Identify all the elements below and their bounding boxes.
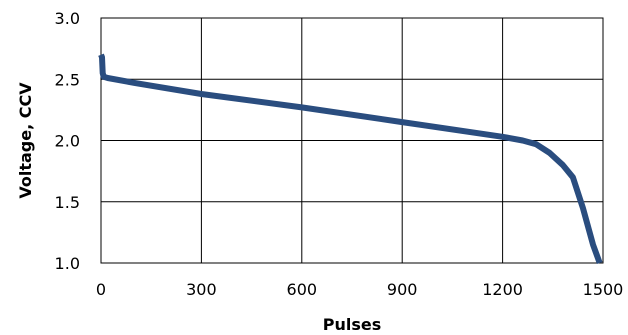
plot-frame xyxy=(100,17,604,264)
x-tick-label: 1500 xyxy=(583,280,624,299)
x-tick-labels: 0 300 600 900 1200 1500 xyxy=(96,280,623,299)
series-line xyxy=(98,53,603,265)
x-tick-label: 300 xyxy=(186,280,217,299)
y-axis-title: Voltage, CCV xyxy=(16,82,35,199)
y-tick-labels: 1.0 1.5 2.0 2.5 3.0 xyxy=(55,9,80,273)
y-tick-label: 1.5 xyxy=(55,193,80,212)
x-tick-label: 1200 xyxy=(482,280,523,299)
y-tick-label: 2.5 xyxy=(55,70,80,89)
y-tick-label: 1.0 xyxy=(55,254,80,273)
y-tick-label: 3.0 xyxy=(55,9,80,28)
x-tick-label: 0 xyxy=(96,280,106,299)
series-group xyxy=(98,53,603,265)
x-tick-label: 900 xyxy=(387,280,418,299)
x-axis-title: Pulses xyxy=(323,315,382,334)
y-tick-label: 2.0 xyxy=(55,132,80,151)
x-tick-label: 600 xyxy=(287,280,318,299)
